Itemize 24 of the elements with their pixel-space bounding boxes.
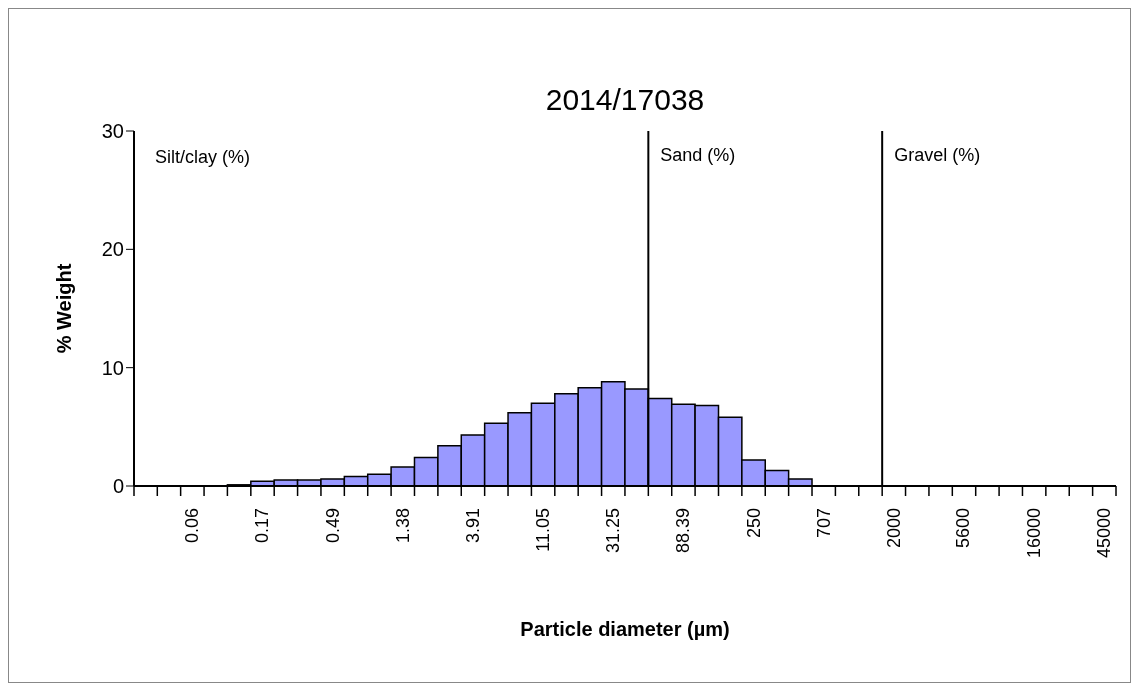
- x-tick-label: 88.39: [673, 508, 694, 554]
- x-axis-title: Particle diameter (µm): [520, 618, 730, 640]
- chart-title: 2014/17038: [544, 83, 706, 117]
- y-tick-label: 0: [112, 475, 124, 498]
- ref-line-label: Gravel (%): [894, 145, 981, 165]
- x-tick-label: 1.38: [392, 508, 413, 544]
- x-tick-label: 707: [813, 508, 834, 539]
- y-tick-label: 30: [101, 120, 124, 143]
- ref-line-label: Sand (%): [660, 145, 736, 165]
- x-tick-label: 0.49: [322, 508, 343, 544]
- x-tick-label: 31.25: [603, 508, 624, 554]
- y-tick-label: 20: [101, 238, 124, 261]
- annotation: Silt/clay (%): [155, 147, 251, 168]
- x-tick-label: 250: [743, 508, 764, 539]
- x-tick-label: 11.05: [533, 508, 554, 552]
- x-tick-label: 0.06: [182, 508, 203, 544]
- x-tick-label: 45000: [1093, 508, 1114, 559]
- x-tick-label: 16000: [1024, 508, 1045, 559]
- y-axis-title: % Weight: [53, 263, 76, 354]
- x-tick-label: 5600: [953, 508, 974, 549]
- y-tick-label: 10: [101, 356, 124, 379]
- x-tick-label: 2000: [883, 508, 904, 549]
- x-tick-label: 0.17: [252, 508, 273, 544]
- x-tick-label: 3.91: [462, 508, 483, 544]
